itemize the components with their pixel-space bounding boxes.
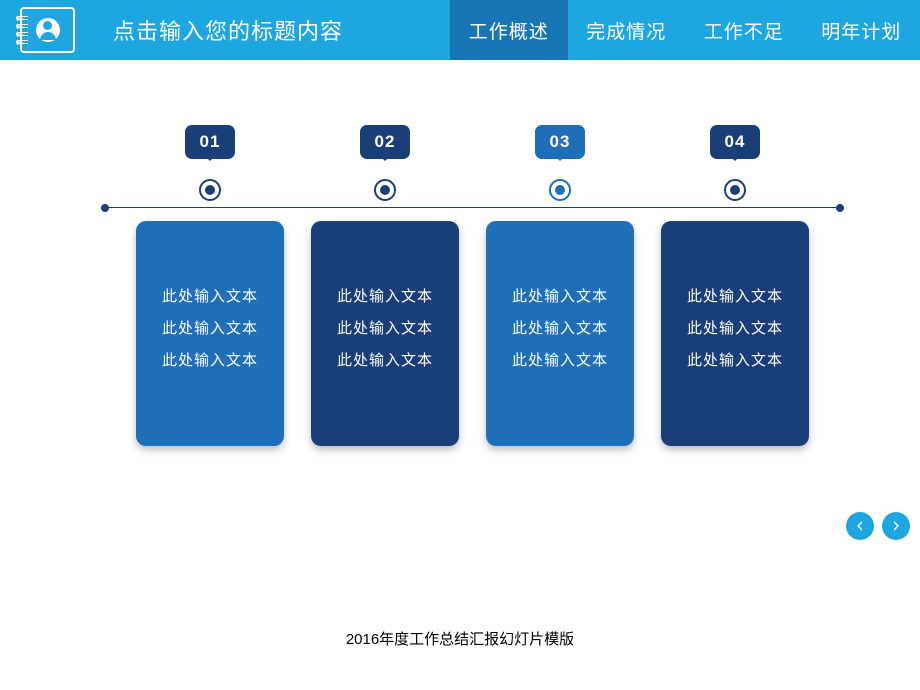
step-card: 此处输入文本 此处输入文本 此处输入文本	[486, 221, 634, 446]
step-node-icon	[724, 179, 746, 201]
slide-caption: 2016年度工作总结汇报幻灯片模版	[0, 628, 920, 649]
slide-body: 01 此处输入文本 此处输入文本 此处输入文本 02 此处输入文本 此处输入文本…	[0, 125, 920, 575]
prev-slide-button[interactable]	[846, 512, 874, 540]
chevron-left-icon	[854, 520, 866, 532]
step-card: 此处输入文本 此处输入文本 此处输入文本	[136, 221, 284, 446]
step-number-bubble: 04	[710, 125, 760, 159]
step-number-bubble: 03	[535, 125, 585, 159]
step-node-icon	[549, 179, 571, 201]
slide-header: 点击输入您的标题内容 工作概述 完成情况 工作不足 明年计划	[0, 0, 920, 60]
timeline-step: 04 此处输入文本 此处输入文本 此处输入文本	[660, 125, 810, 446]
step-card-line: 此处输入文本	[486, 281, 634, 313]
step-card-line: 此处输入文本	[661, 345, 809, 377]
person-icon	[36, 18, 60, 42]
step-card-line: 此处输入文本	[136, 313, 284, 345]
nav-item-completion[interactable]: 完成情况	[568, 0, 686, 60]
step-card-line: 此处输入文本	[486, 313, 634, 345]
step-card-line: 此处输入文本	[136, 281, 284, 313]
section-nav: 工作概述 完成情况 工作不足 明年计划	[450, 0, 920, 60]
timeline-step: 02 此处输入文本 此处输入文本 此处输入文本	[310, 125, 460, 446]
logo-block	[0, 0, 95, 60]
step-node-icon	[374, 179, 396, 201]
step-card: 此处输入文本 此处输入文本 此处输入文本	[661, 221, 809, 446]
next-slide-button[interactable]	[882, 512, 910, 540]
step-card-line: 此处输入文本	[661, 313, 809, 345]
contact-book-icon	[20, 7, 75, 53]
step-node-icon	[199, 179, 221, 201]
step-number-bubble: 02	[360, 125, 410, 159]
nav-item-shortfall[interactable]: 工作不足	[685, 0, 803, 60]
nav-item-nextyear[interactable]: 明年计划	[803, 0, 920, 60]
step-card-line: 此处输入文本	[136, 345, 284, 377]
step-card-line: 此处输入文本	[311, 345, 459, 377]
slide-pager	[846, 512, 910, 540]
timeline-steps: 01 此处输入文本 此处输入文本 此处输入文本 02 此处输入文本 此处输入文本…	[135, 125, 810, 446]
nav-item-overview[interactable]: 工作概述	[450, 0, 568, 60]
step-card-line: 此处输入文本	[311, 313, 459, 345]
step-card: 此处输入文本 此处输入文本 此处输入文本	[311, 221, 459, 446]
step-number-bubble: 01	[185, 125, 235, 159]
timeline-step: 01 此处输入文本 此处输入文本 此处输入文本	[135, 125, 285, 446]
slide-title: 点击输入您的标题内容	[95, 0, 450, 60]
timeline-step: 03 此处输入文本 此处输入文本 此处输入文本	[485, 125, 635, 446]
step-card-line: 此处输入文本	[486, 345, 634, 377]
step-card-line: 此处输入文本	[661, 281, 809, 313]
step-card-line: 此处输入文本	[311, 281, 459, 313]
chevron-right-icon	[890, 520, 902, 532]
